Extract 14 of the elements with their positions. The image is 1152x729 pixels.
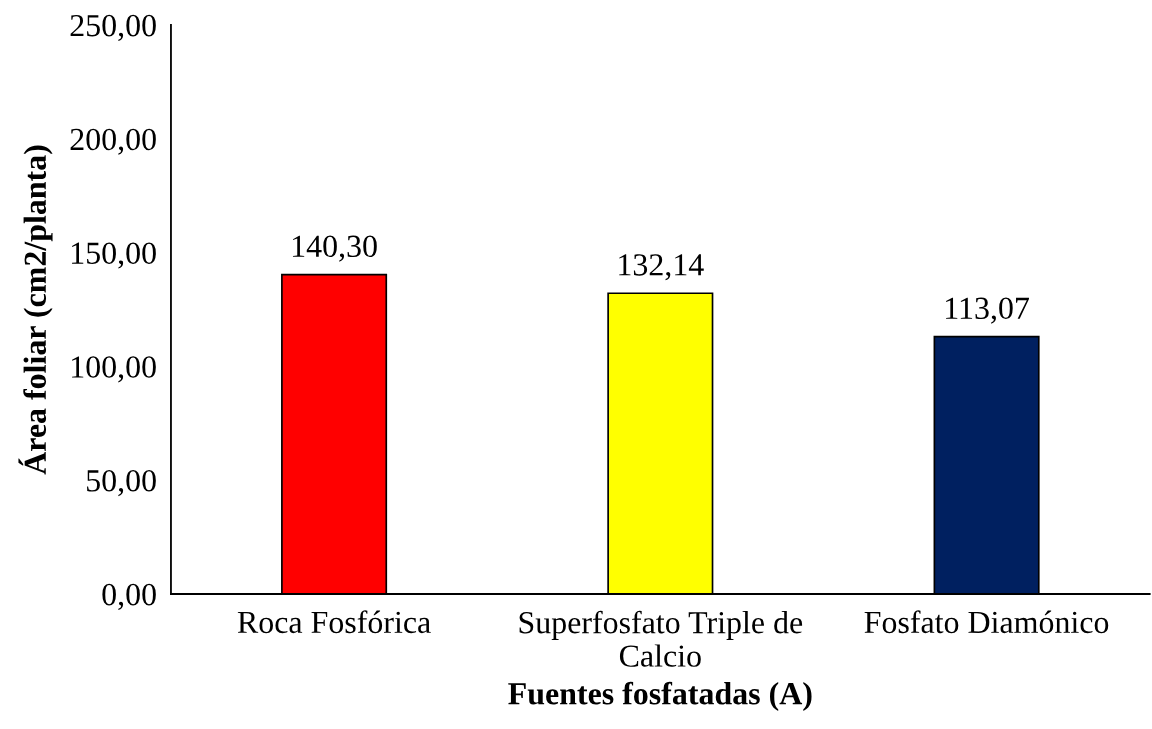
- x-tick-label: Fosfato Diamónico: [864, 610, 1109, 634]
- y-tick-label: 150,00: [72, 242, 156, 269]
- x-tick-label: Superfosfato Triple de Calcio: [519, 610, 803, 667]
- y-tick-label: 250,00: [70, 14, 156, 41]
- y-tick-label: 200,00: [70, 128, 156, 155]
- y-axis-title: Área foliar (cm2/planta): [18, 145, 53, 475]
- data-label: 132,14: [619, 254, 704, 281]
- y-tick-label: 100,00: [72, 356, 156, 383]
- y-tick-label: 50,00: [87, 470, 156, 497]
- data-label: 113,07: [946, 297, 1029, 324]
- x-tick-label: Roca Fosfórica: [237, 610, 431, 634]
- y-tick-label: 0,00: [102, 583, 156, 610]
- data-label: 140,30: [292, 235, 377, 262]
- x-axis-title: Fuentes fosfatadas (A): [508, 681, 812, 711]
